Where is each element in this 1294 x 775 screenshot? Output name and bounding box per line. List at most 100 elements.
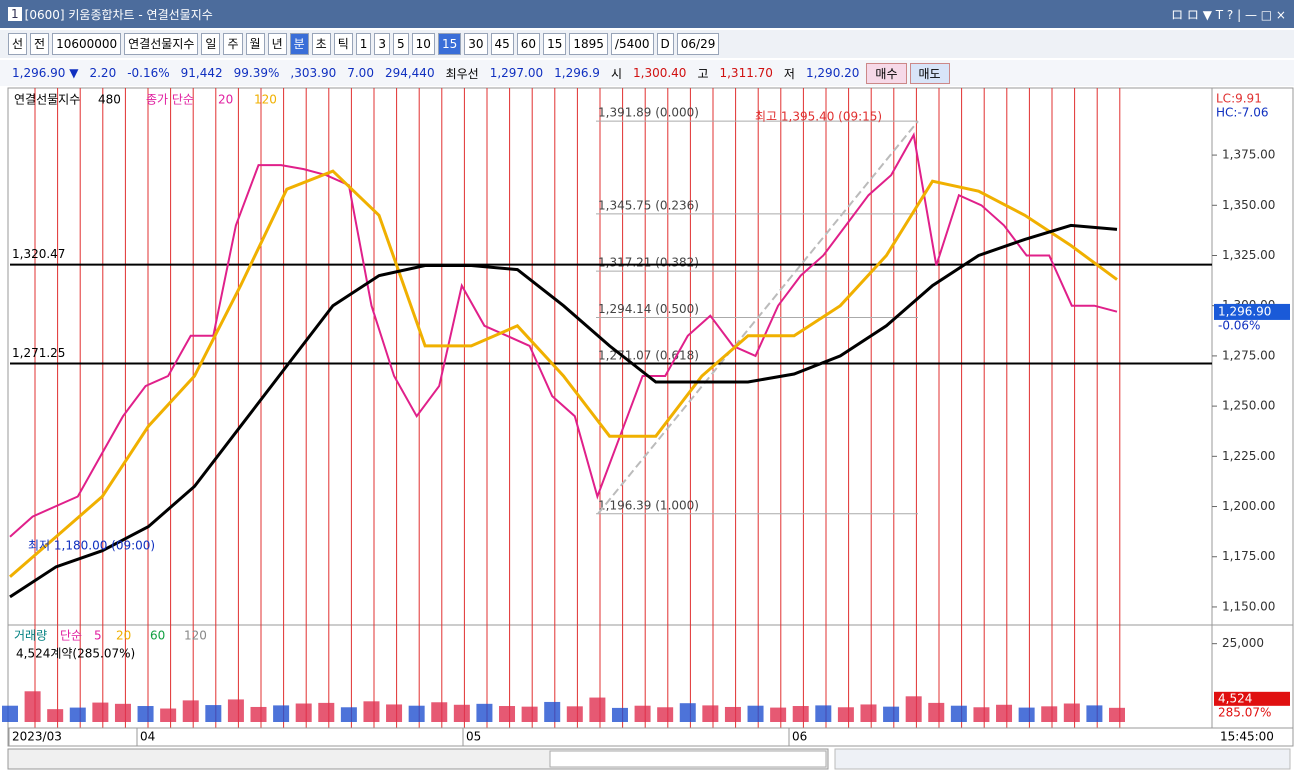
x-tick-label: 05	[466, 730, 481, 744]
legend-item: 120	[254, 93, 277, 107]
high-annotation: 최고 1,395.40 (09:15)	[755, 110, 882, 124]
legend-item: 연결선물지수	[14, 93, 80, 107]
volume-bar	[431, 702, 448, 722]
toolbar-button[interactable]: 15	[543, 33, 567, 55]
volume-bar	[363, 701, 380, 722]
horizontal-line-label: 1,320.47	[12, 247, 65, 261]
volume-bar	[1063, 703, 1080, 722]
volume-bar	[634, 705, 651, 722]
quote-field: 99.39%	[233, 66, 280, 80]
volume-bar	[182, 700, 199, 722]
quote-field: 1,300.40	[633, 66, 687, 80]
toolbar-button[interactable]: 60	[516, 33, 541, 55]
current-change: -0.06%	[1218, 318, 1260, 332]
volume-legend-item: 120	[184, 629, 207, 643]
series-line	[9, 169, 1118, 578]
volume-bar	[860, 704, 877, 722]
volume-change: 285.07%	[1218, 705, 1271, 719]
toolbar-button[interactable]: 틱	[333, 33, 353, 55]
volume-bar	[521, 706, 538, 722]
y-tick-label: 1,225.00	[1222, 449, 1275, 463]
y-tick-label: 1,250.00	[1222, 399, 1275, 413]
toolbar-button[interactable]: 전	[30, 33, 50, 55]
toolbar-button[interactable]: 일	[201, 33, 221, 55]
volume-bar	[928, 702, 945, 722]
low-annotation: 최저 1,180.00 (09:00)	[28, 539, 155, 553]
fib-label: 1,271.07 (0.618)	[598, 348, 699, 362]
toolbar-button[interactable]: 1	[355, 33, 372, 55]
volume-tag	[1214, 691, 1290, 706]
window-id: 1	[8, 7, 22, 21]
hc-label: HC:-7.06	[1216, 106, 1269, 120]
y-tick-label: 1,325.00	[1222, 248, 1275, 262]
volume-bar	[883, 706, 900, 722]
window-controls[interactable]: ロ ロ ▼ T ? | — □ ×	[1171, 7, 1286, 22]
fib-label: 1,345.75 (0.236)	[598, 198, 699, 212]
volume-bar	[905, 696, 922, 722]
volume-bar	[837, 707, 854, 722]
volume-bar	[499, 706, 516, 722]
toolbar-button[interactable]: 선	[8, 33, 28, 55]
quote-field: 91,442	[180, 66, 223, 80]
toolbar-button[interactable]: 06/29	[676, 33, 720, 55]
quote-field: 최우선	[445, 66, 479, 81]
scrollbar	[7, 748, 829, 770]
fib-trend	[597, 120, 919, 515]
volume-bar	[544, 701, 561, 722]
volume-bar	[408, 705, 425, 722]
fib-label: 1,317.21 (0.382)	[598, 256, 699, 270]
toolbar-button[interactable]: 주	[223, 33, 243, 55]
volume-bar	[747, 705, 764, 722]
volume-bar	[227, 699, 244, 722]
toolbar-button[interactable]: /5400	[610, 33, 654, 55]
volume-bar	[566, 706, 583, 722]
order-button[interactable]: 매수	[866, 62, 907, 84]
volume-bar	[386, 704, 403, 722]
y-tick-label: 1,200.00	[1222, 499, 1275, 513]
volume-legend-item: 5	[94, 629, 102, 643]
toolbar-button[interactable]: 10600000	[52, 33, 122, 55]
toolbar-button[interactable]: 10	[411, 33, 435, 55]
series-line	[9, 223, 1118, 599]
volume-bar	[137, 706, 154, 722]
order-button[interactable]: 매도	[909, 62, 950, 84]
toolbar-button[interactable]: 1895	[569, 33, 608, 55]
volume-bar	[92, 702, 109, 722]
volume-bar	[770, 707, 787, 722]
y-tick-label: 1,150.00	[1222, 599, 1275, 613]
toolbar-button[interactable]: 년	[267, 33, 287, 55]
quote-field: 7.00	[347, 66, 374, 80]
lc-label: LC:9.91	[1216, 92, 1262, 106]
volume-legend-item: 거래량	[14, 629, 47, 643]
legend-item: 480	[98, 93, 121, 107]
volume-bar	[996, 704, 1013, 722]
volume-legend-item: 60	[150, 629, 165, 643]
toolbar: 선 전 10600000 연결선물지수 일 주 월 년 분 초 틱 1 3 5 10 15 30 45 60 15 18…	[0, 30, 1294, 58]
quote-field: 2.20	[89, 66, 117, 80]
toolbar-button[interactable]: 15	[437, 33, 462, 55]
toolbar-button[interactable]: 5	[393, 33, 409, 55]
toolbar-button[interactable]: 3	[374, 33, 391, 55]
x-tick-label: 2023/03	[12, 730, 62, 744]
quote-field: 1,290.20	[805, 66, 860, 80]
price-panel	[7, 87, 1294, 626]
y-tick-label: 1,375.00	[1222, 148, 1275, 162]
toolbar-button[interactable]: 초	[311, 33, 331, 55]
quote-bar: 1,296.90 ▼ 2.20 -0.16% 91,442 99.39% ,303.90 7…	[0, 60, 1294, 86]
toolbar-button[interactable]: 월	[245, 33, 265, 55]
legend-item: 20	[218, 93, 233, 107]
volume-legend-item: 20	[116, 629, 131, 643]
quote-field: 1,311.70	[719, 66, 773, 80]
y-tick-label: 1,175.00	[1222, 549, 1275, 563]
toolbar-button[interactable]: 연결선물지수	[124, 33, 199, 55]
toolbar-button[interactable]: 45	[490, 33, 514, 55]
toolbar-button[interactable]: 30	[464, 33, 488, 55]
volume-bar	[114, 703, 131, 722]
volume-bar	[1018, 707, 1035, 722]
fib-label: 1,391.89 (0.000)	[598, 106, 699, 120]
toolbar-button[interactable]: 분	[289, 33, 309, 55]
y-tick-label: 1,350.00	[1222, 198, 1275, 212]
toolbar-button[interactable]: D	[656, 33, 674, 55]
volume-legend-item: 단순	[60, 629, 82, 643]
